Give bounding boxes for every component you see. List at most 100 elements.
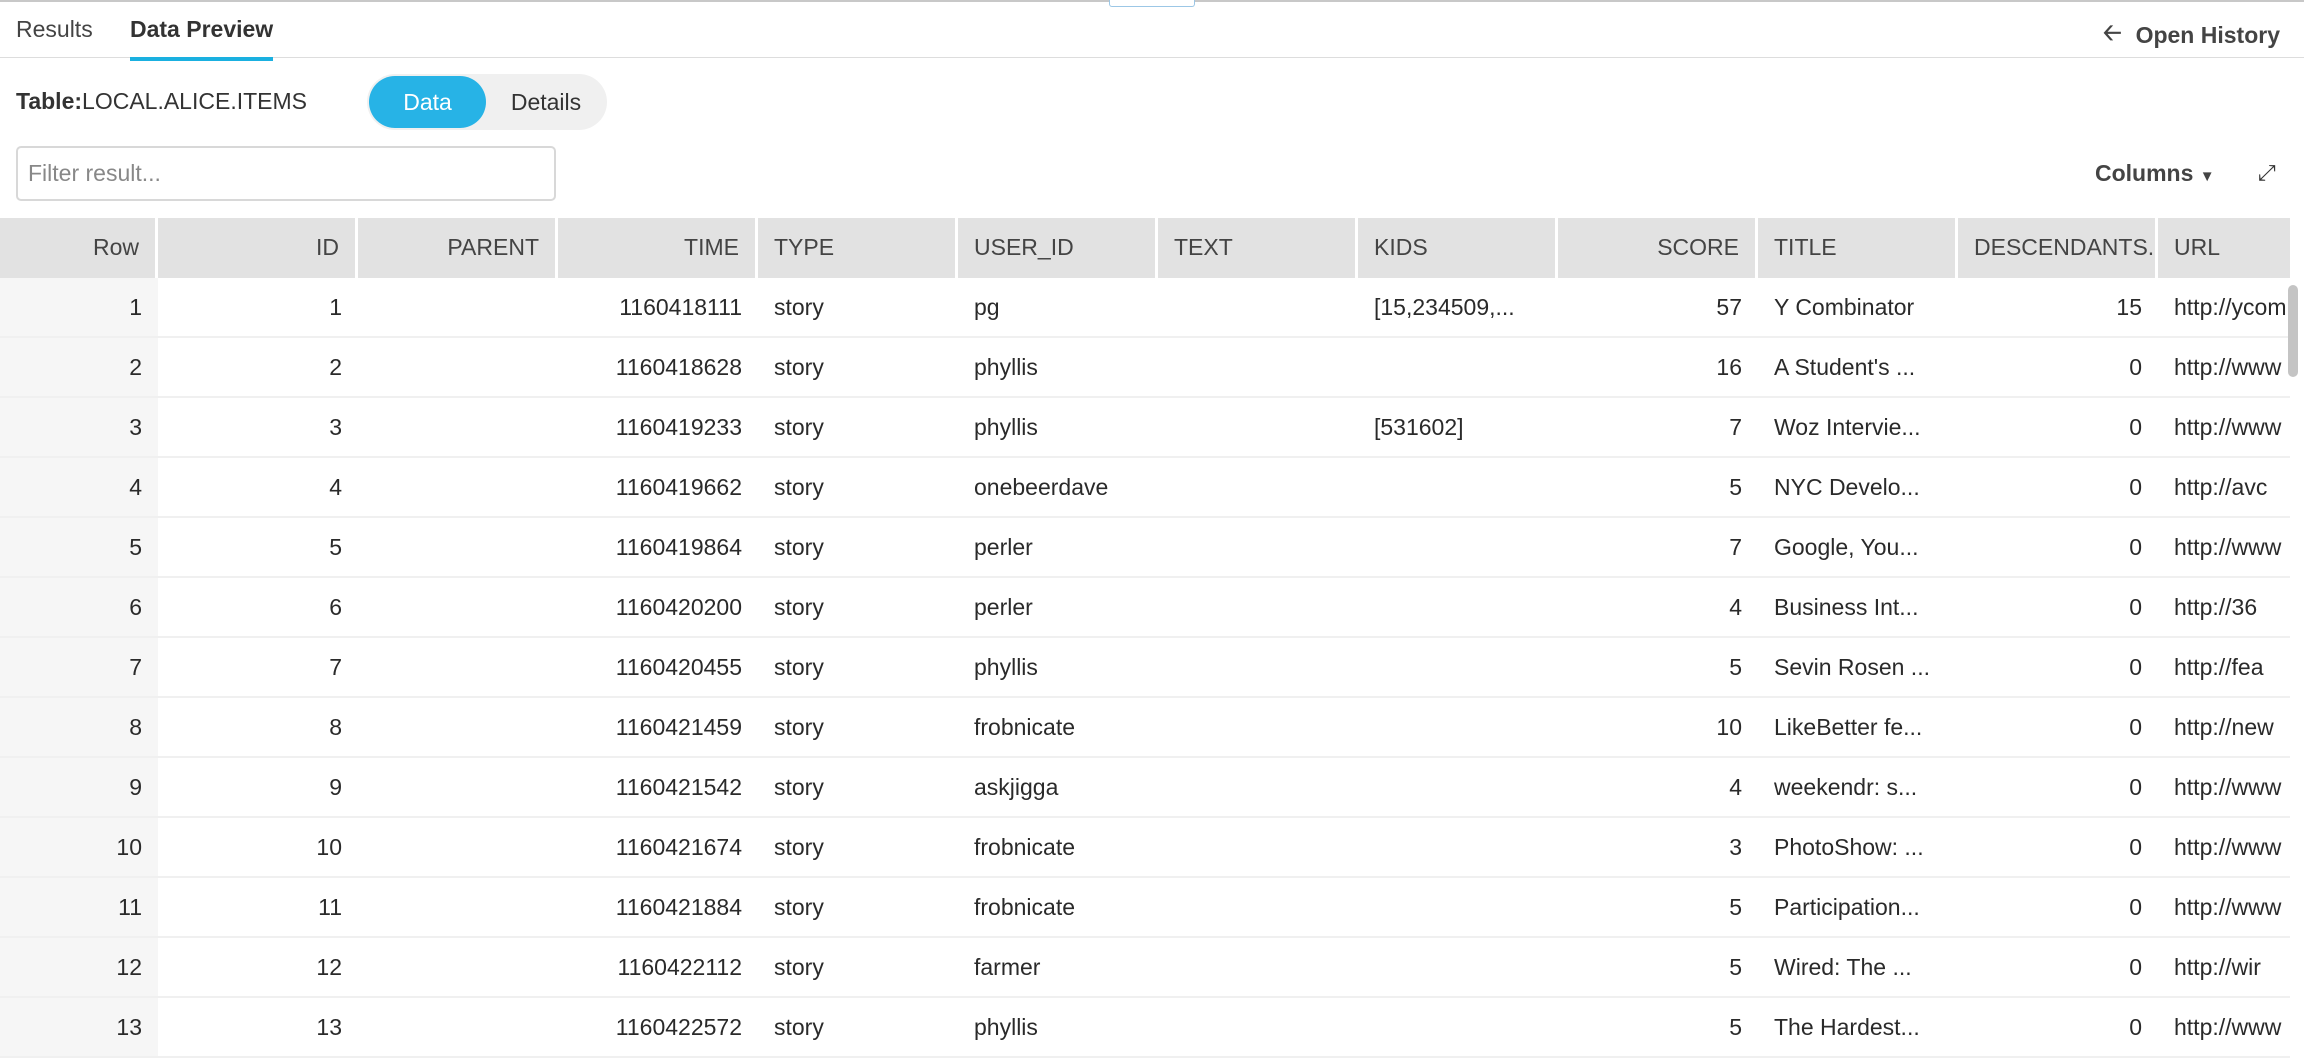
table-cell[interactable]: 3 (329, 414, 342, 440)
table-cell[interactable]: 5 (1729, 1014, 1742, 1040)
table-cell[interactable]: http://wir (2174, 954, 2261, 980)
table-cell[interactable]: http://www (2174, 834, 2282, 860)
table-cell[interactable]: http://ycombinator.com (2174, 294, 2290, 320)
table-cell[interactable]: 4 (329, 474, 342, 500)
table-cell[interactable]: 5 (1729, 654, 1742, 680)
table-cell[interactable]: 1160418111 (619, 294, 742, 320)
column-header[interactable]: TITLE (1758, 218, 1958, 278)
table-cell[interactable] (1158, 638, 1358, 696)
table-cell[interactable]: pg (974, 294, 1000, 320)
table-cell[interactable] (1358, 878, 1558, 936)
column-header[interactable]: DESCENDANTS... (1958, 218, 2158, 278)
column-header[interactable]: URL (2158, 218, 2290, 278)
table-cell[interactable]: [531602] (1374, 414, 1464, 440)
table-cell[interactable] (1158, 698, 1358, 756)
table-cell[interactable]: 7 (329, 654, 342, 680)
table-row[interactable]: 7 7 1160420455 story phyllis 5 Sevin Rosen ...… (0, 638, 2290, 698)
column-header[interactable]: Row (0, 218, 158, 278)
table-cell[interactable]: http://36 (2174, 594, 2258, 620)
table-cell[interactable]: A Student's ... (1774, 354, 1916, 380)
table-cell[interactable] (1158, 758, 1358, 816)
table-cell[interactable]: 7 (1729, 414, 1742, 440)
table-cell[interactable]: perler (974, 534, 1033, 560)
table-row[interactable]: 4 4 1160419662 story onebeerdave 5 NYC Develo.… (0, 458, 2290, 518)
table-row[interactable]: 12 12 1160422112 story farmer 5 Wired: The ...… (0, 938, 2290, 998)
table-cell[interactable]: 1160420200 (615, 594, 742, 620)
table-cell[interactable] (1358, 818, 1558, 876)
table-cell[interactable]: 16 (1716, 354, 1742, 380)
table-cell[interactable]: perler (974, 594, 1033, 620)
table-cell[interactable]: 6 (329, 594, 342, 620)
table-row[interactable]: 8 8 1160421459 story frobnicate 10 LikeBetter … (0, 698, 2290, 758)
table-cell[interactable]: 5 (329, 534, 342, 560)
column-header[interactable]: TIME (558, 218, 758, 278)
column-header[interactable]: TEXT (1158, 218, 1358, 278)
tab-results[interactable]: Results (16, 16, 93, 42)
table-cell[interactable]: frobnicate (974, 714, 1076, 740)
data-toggle-button[interactable]: Data (369, 76, 486, 128)
table-cell[interactable] (1158, 818, 1358, 876)
table-cell[interactable]: http://www (2174, 534, 2282, 560)
table-cell[interactable]: story (774, 714, 824, 740)
table-cell[interactable]: story (774, 1014, 824, 1040)
table-cell[interactable]: 0 (2129, 654, 2142, 680)
table-cell[interactable]: 11 (0, 878, 158, 936)
table-row[interactable]: 1 1 1160418111 story pg [15,234509,... 57 Y Com… (0, 278, 2290, 338)
table-cell[interactable]: 5 (1729, 894, 1742, 920)
table-cell[interactable]: askjigga (974, 774, 1059, 800)
table-cell[interactable] (1358, 938, 1558, 996)
table-cell[interactable]: farmer (974, 954, 1041, 980)
table-cell[interactable]: 0 (2129, 474, 2142, 500)
expand-icon[interactable]: ⤢ (2258, 160, 2276, 185)
table-cell[interactable]: Wired: The ... (1774, 954, 1912, 980)
table-cell[interactable]: story (774, 474, 824, 500)
table-cell[interactable]: http://www (2174, 894, 2282, 920)
table-cell[interactable]: http://www (2174, 414, 2282, 440)
table-cell[interactable]: http://new (2174, 714, 2274, 740)
table-cell[interactable]: 5 (1729, 954, 1742, 980)
table-cell[interactable]: 57 (1716, 294, 1742, 320)
column-header[interactable]: USER_ID (958, 218, 1158, 278)
table-cell[interactable]: http://www (2174, 774, 2282, 800)
table-cell[interactable]: 4 (0, 458, 158, 516)
table-cell[interactable]: 5 (1729, 474, 1742, 500)
table-cell[interactable] (358, 818, 558, 876)
table-row[interactable]: 2 2 1160418628 story phyllis 16 A Student's ..… (0, 338, 2290, 398)
panel-resize-handle[interactable] (1109, 0, 1195, 7)
table-cell[interactable]: Business Int... (1774, 594, 1919, 620)
table-cell[interactable] (1358, 338, 1558, 396)
table-cell[interactable]: story (774, 354, 824, 380)
table-cell[interactable]: story (774, 654, 824, 680)
table-cell[interactable]: phyllis (974, 354, 1038, 380)
table-cell[interactable]: 0 (2129, 414, 2142, 440)
table-cell[interactable]: http://fea (2174, 654, 2264, 680)
table-cell[interactable]: 0 (2129, 834, 2142, 860)
table-cell[interactable]: story (774, 774, 824, 800)
table-cell[interactable]: 8 (329, 714, 342, 740)
table-cell[interactable]: 11 (318, 894, 342, 920)
table-cell[interactable] (358, 758, 558, 816)
table-cell[interactable] (358, 878, 558, 936)
table-cell[interactable] (1158, 998, 1358, 1056)
table-cell[interactable] (1158, 578, 1358, 636)
table-cell[interactable]: weekendr: s... (1774, 774, 1918, 800)
table-cell[interactable]: story (774, 894, 824, 920)
table-cell[interactable]: 0 (2129, 714, 2142, 740)
table-cell[interactable]: Woz Intervie... (1774, 414, 1921, 440)
table-cell[interactable]: Y Combinator (1774, 294, 1915, 320)
table-cell[interactable] (358, 398, 558, 456)
filter-input[interactable] (16, 146, 556, 201)
table-cell[interactable]: 1160418628 (615, 354, 742, 380)
table-cell[interactable]: 9 (0, 758, 158, 816)
table-cell[interactable] (1358, 518, 1558, 576)
table-cell[interactable]: 4 (1729, 594, 1742, 620)
table-cell[interactable] (1158, 518, 1358, 576)
table-cell[interactable] (358, 278, 558, 336)
table-cell[interactable]: [15,234509,... (1374, 294, 1515, 320)
table-cell[interactable] (1358, 698, 1558, 756)
table-cell[interactable]: story (774, 294, 824, 320)
table-cell[interactable]: 0 (2129, 594, 2142, 620)
table-cell[interactable]: 10 (316, 834, 342, 860)
column-header[interactable]: PARENT (358, 218, 558, 278)
table-cell[interactable]: 3 (0, 398, 158, 456)
